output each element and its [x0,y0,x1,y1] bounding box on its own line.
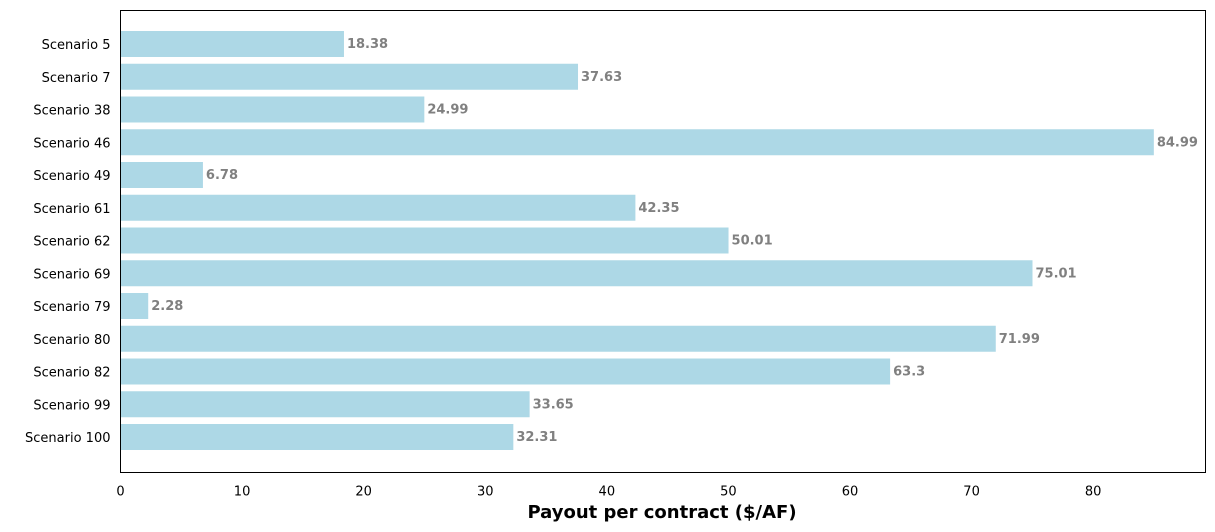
data-label: 37.63 [581,70,622,85]
bar [120,162,203,188]
bar [120,358,891,385]
plot-frame [120,10,1206,473]
data-label: 33.65 [533,397,574,412]
y-tick-label: Scenario 99 [33,398,110,413]
y-tick-label: Scenario 7 [42,71,111,86]
x-tick-label: 80 [1085,485,1102,500]
bars-group [120,31,1154,450]
data-label: 2.28 [151,299,183,314]
bar [120,325,996,352]
data-label: 71.99 [999,332,1040,347]
y-tick-label: Scenario 82 [33,366,110,381]
data-label: 32.31 [516,430,557,445]
data-label: 75.01 [1035,266,1076,281]
y-tick-label: Scenario 79 [33,300,110,315]
y-tick-label: Scenario 62 [33,235,110,250]
bar [120,31,344,57]
x-tick-label: 60 [842,485,859,500]
bar [120,260,1033,287]
x-tick-label: 30 [477,485,494,500]
bar [120,424,514,450]
y-tick-label: Scenario 38 [33,104,110,119]
data-label: 50.01 [732,234,773,249]
bar [120,129,1154,156]
data-label: 6.78 [206,168,238,183]
value-labels: 18.38 37.63 24.99 84.99 6.78 42.35 50.01 75.01 2… [151,37,1198,445]
y-tick-label: Scenario 61 [33,202,110,217]
bar [120,63,579,90]
y-tick-label: Scenario 80 [33,333,110,348]
x-axis-title: Payout per contract ($/AF) [527,502,796,523]
bar [120,194,636,221]
data-label: 63.3 [893,365,925,380]
y-tick-labels: Scenario 5 Scenario 7 Scenario 38 Scenario … [25,38,110,446]
y-tick-label: Scenario 49 [33,169,110,184]
data-label: 18.38 [347,37,388,52]
y-tick-label: Scenario 5 [42,38,111,53]
x-tick-label: 40 [599,485,616,500]
bar [120,391,530,418]
bar [120,96,425,123]
x-tick-label: 50 [720,485,737,500]
y-tick-label: Scenario 100 [25,431,110,446]
data-label: 42.35 [638,201,679,216]
x-tick-label: 70 [963,485,980,500]
y-tick-label: Scenario 69 [33,267,110,282]
y-tick-label: Scenario 46 [33,136,110,151]
data-label: 24.99 [427,103,468,118]
x-tick-label: 20 [355,485,372,500]
bar [120,227,729,254]
data-label: 84.99 [1157,135,1198,150]
bar [120,293,149,319]
x-tick-label: 0 [116,485,124,500]
x-axis-ticks: 0 10 20 30 40 50 60 70 80 [116,485,1101,500]
x-tick-label: 10 [234,485,251,500]
